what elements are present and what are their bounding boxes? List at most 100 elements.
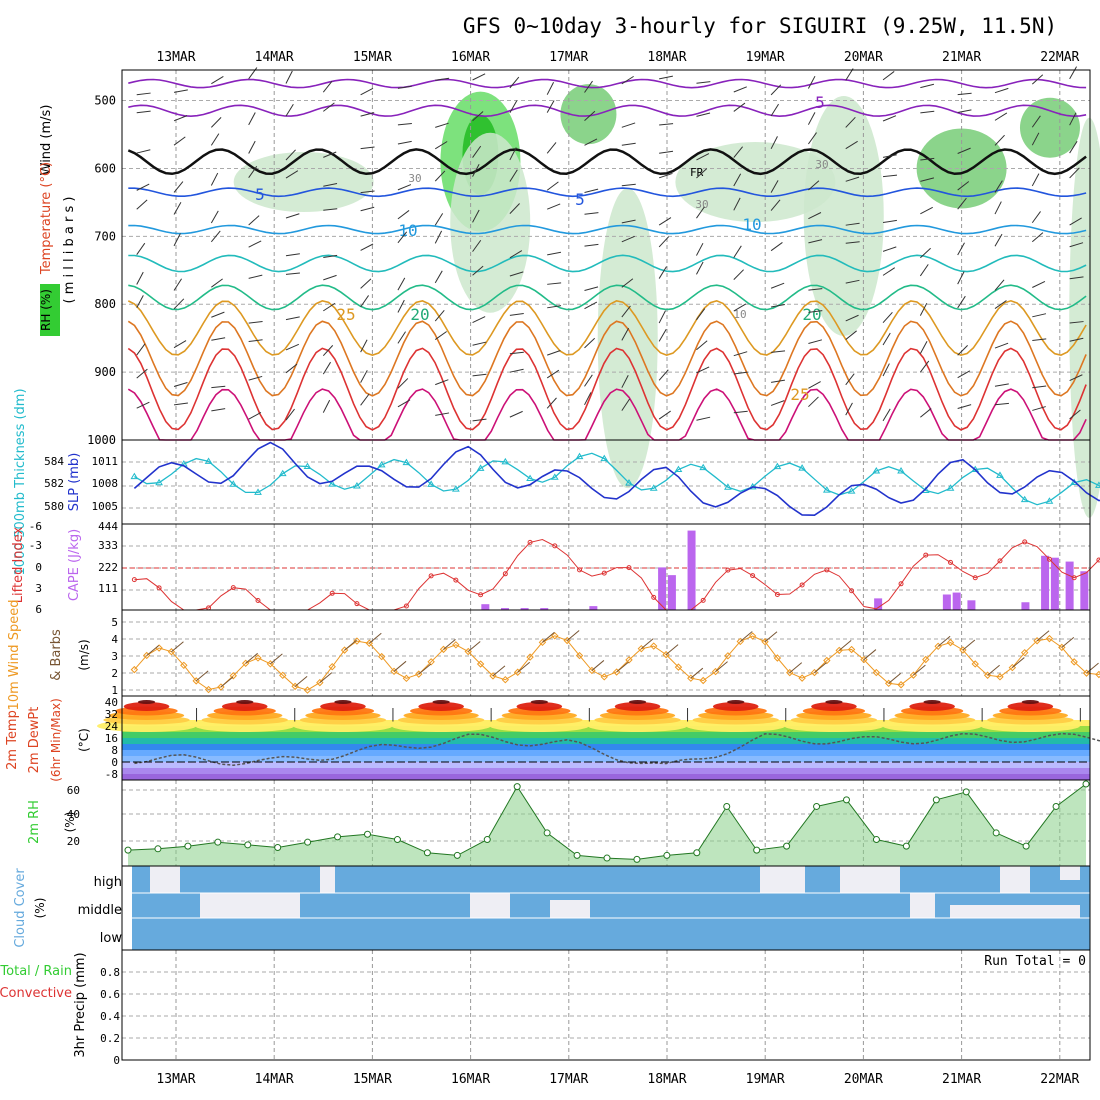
rh2m-marker — [124, 846, 132, 854]
wind-speed-marker — [823, 656, 831, 665]
rh2m-marker — [244, 841, 252, 849]
wind-barb — [733, 351, 748, 357]
wind-speed-marker — [476, 660, 485, 668]
wind-barb — [248, 67, 258, 80]
pressure-tick: 900 — [94, 365, 116, 379]
rh-shade — [597, 188, 658, 489]
wind-speed-marker — [340, 646, 349, 654]
wind-barb — [248, 375, 263, 381]
surface-wind-barb — [393, 660, 407, 672]
rh2m-area — [128, 784, 1086, 866]
wind-barb — [136, 343, 146, 356]
lifted-marker — [997, 558, 1003, 564]
wind-barb — [808, 381, 821, 389]
wind-barb — [248, 274, 263, 279]
wind-barb — [136, 183, 150, 191]
wind-speed-marker — [934, 642, 942, 651]
wind-barb — [696, 206, 705, 219]
wind-barb — [546, 82, 555, 95]
date-label-bottom: 17MAR — [549, 1072, 588, 1087]
wind-speed-marker — [612, 668, 621, 676]
wind-speed-marker — [600, 673, 608, 681]
wind-barb — [434, 270, 443, 284]
wind-barb — [994, 87, 1009, 94]
temp-diurnal-fill — [320, 702, 366, 711]
lifted-marker — [923, 552, 929, 558]
wind-barb — [584, 80, 593, 93]
thickness-marker — [946, 484, 955, 491]
wind-speed-marker — [773, 654, 782, 662]
wind-barb — [472, 145, 482, 158]
temp2m-tick: -8 — [105, 768, 118, 781]
wind-barb — [210, 210, 219, 224]
rh2m-marker — [364, 830, 371, 838]
surface-wind-barb — [641, 638, 654, 650]
upper-temp-label: Temperature (°C) — [39, 162, 54, 275]
wind-barb — [882, 174, 898, 178]
wind-barb — [584, 374, 593, 387]
wind-barb — [584, 301, 598, 310]
temp-diurnal-fill — [1007, 702, 1054, 711]
thickness-marker — [328, 480, 337, 487]
wind-barb — [248, 215, 260, 226]
wind-barb — [360, 190, 375, 194]
lifted-tick: 0 — [35, 561, 42, 574]
lifted-marker — [478, 592, 484, 598]
wind-speed-marker — [625, 656, 633, 664]
temp-diurnal-fill — [334, 700, 352, 704]
wind-speed-marker — [724, 652, 732, 660]
wind-barb — [808, 288, 823, 291]
isotherm-label: 25 — [790, 385, 809, 404]
wind-barb — [1069, 167, 1080, 179]
wind-barb — [882, 115, 897, 122]
wind-speed-marker — [674, 663, 683, 671]
wind-barb — [1031, 211, 1041, 224]
wind-barb — [994, 383, 1009, 387]
wind-barb — [696, 153, 710, 161]
cape-bar — [1065, 561, 1074, 610]
temp-diurnal-fill — [137, 700, 156, 704]
date-label-bottom: 20MAR — [844, 1072, 883, 1087]
rh2m-marker — [693, 849, 701, 857]
wind-barb — [994, 180, 1003, 193]
wind-barb — [1032, 338, 1047, 341]
wind-barb — [397, 140, 412, 145]
wind-barb — [136, 271, 144, 285]
surface-wind-barb — [270, 653, 283, 665]
cloud-gap — [1000, 866, 1030, 893]
wind-barb — [360, 87, 374, 96]
surface-wind-barb — [987, 664, 1000, 676]
thickness-marker — [550, 473, 559, 480]
wind-barb — [957, 92, 972, 96]
wind-speed-marker — [711, 667, 720, 676]
chart-title: GFS 0~10day 3-hourly for SIGUIRI (9.25W,… — [463, 14, 1057, 38]
wind-barb — [509, 410, 523, 418]
cape-bar — [667, 575, 676, 610]
wind10-tick: 2 — [111, 667, 118, 680]
rh-shade — [1069, 117, 1100, 518]
wind-speed-marker — [427, 658, 435, 666]
wind-speed-marker — [415, 670, 423, 678]
temp-diurnal-fill — [712, 702, 759, 711]
temp2m-label: 2m Temp — [5, 710, 20, 770]
wind-barb — [621, 235, 635, 243]
date-label-top: 17MAR — [549, 50, 588, 65]
wind-barb — [584, 212, 599, 215]
wind-barb — [770, 136, 778, 150]
lifted-marker — [774, 592, 780, 598]
wind-barb — [733, 102, 746, 112]
wind-barb — [770, 242, 783, 252]
slp-tick: 1011 — [92, 455, 119, 468]
wind-barb — [845, 222, 860, 226]
surface-wind-barb — [1061, 636, 1075, 648]
wind-barb — [733, 173, 742, 187]
wind-barb — [509, 250, 523, 259]
wind-barb — [397, 299, 405, 313]
surface-wind-barb — [690, 667, 704, 679]
wind-barb — [882, 332, 891, 346]
date-label-top: 20MAR — [844, 50, 883, 65]
temp-diurnal-fill — [923, 700, 941, 704]
wind-barb — [621, 398, 630, 411]
surface-wind-barb — [888, 672, 901, 684]
wind-barb — [1031, 74, 1044, 85]
